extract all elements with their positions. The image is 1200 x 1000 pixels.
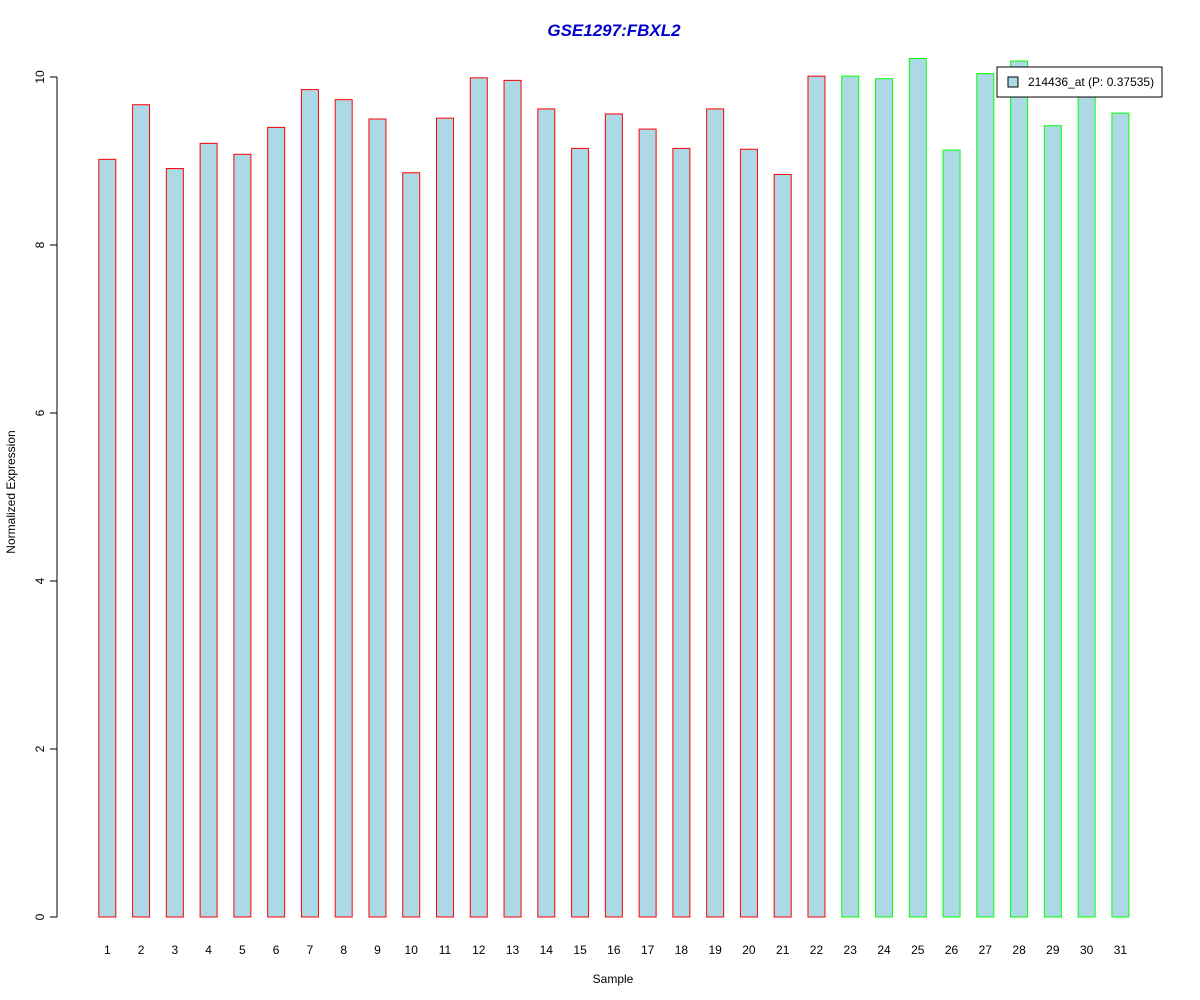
bar-sample-17 [638,128,657,918]
bar-sample-7 [300,89,319,918]
y-tick-label: 0 [33,913,47,920]
x-tick-label: 19 [708,943,722,957]
x-tick-label: 14 [540,943,554,957]
x-tick-label: 5 [239,943,246,957]
x-tick-label: 15 [573,943,587,957]
x-tick-label: 23 [844,943,858,957]
x-tick-label: 26 [945,943,959,957]
bar-sample-11 [436,117,454,918]
x-tick-labels: 1 2 3 4 5 6 7 8 9 10 11 12 13 14 15 16 17 18 19 20 21 22 23 24 2… [104,943,1127,957]
x-tick-label: 1 [104,943,111,957]
y-axis: 0 2 4 6 8 10 [33,70,58,920]
bar-sample-5 [233,153,252,918]
legend-label: 214436_at (P: 0.37535) [1028,75,1154,89]
x-tick-label: 11 [439,943,452,957]
x-tick-label: 31 [1114,943,1128,957]
bar-sample-29 [1043,125,1062,918]
x-tick-label: 27 [979,943,993,957]
legend-swatch [1007,76,1019,88]
bar-sample-28 [1010,60,1029,918]
bar-sample-30 [1077,86,1096,918]
x-tick-label: 10 [405,943,419,957]
x-tick-label: 18 [675,943,689,957]
x-tick-label: 9 [374,943,381,957]
x-tick-label: 17 [641,943,655,957]
chart-title: GSE1297:FBXL2 [547,21,681,40]
y-tick-label: 10 [33,70,47,84]
bar-sample-20 [739,148,758,918]
bar-sample-1 [98,158,117,918]
bar-sample-26 [942,149,961,918]
bar-sample-10 [402,172,421,918]
bar-sample-25 [908,58,927,918]
bar-sample-27 [976,73,995,918]
bar-sample-18 [672,147,691,918]
bar-sample-3 [165,168,184,918]
y-tick-label: 6 [33,409,47,416]
bar-sample-13 [503,79,522,918]
x-tick-label: 25 [911,943,925,957]
x-axis-title: Sample [593,972,634,986]
bar-sample-4 [199,142,218,918]
bar-sample-22 [807,75,826,918]
bar-sample-8 [334,99,353,918]
x-tick-label: 8 [340,943,347,957]
legend-box [996,66,1163,98]
x-tick-label: 16 [607,943,621,957]
x-tick-label: 2 [138,943,145,957]
legend: 214436_at (P: 0.37535) [996,66,1163,98]
x-tick-label: 13 [506,943,520,957]
bar-sample-15 [571,147,590,918]
x-tick-label: 12 [472,943,486,957]
y-tick-label: 4 [33,577,47,584]
x-tick-label: 7 [307,943,314,957]
bar-sample-24 [875,78,894,918]
bar-sample-23 [841,75,860,918]
bar-sample-21 [773,173,792,918]
bar-sample-6 [267,126,286,918]
x-tick-label: 20 [742,943,756,957]
x-tick-label: 30 [1080,943,1094,957]
x-tick-label: 4 [205,943,212,957]
bar-sample-14 [537,108,556,918]
bar-sample-12 [469,77,488,918]
y-axis-title: Normalized Expression [4,430,18,553]
bars-group [98,58,1130,918]
y-tick-label: 8 [33,241,47,248]
bar-sample-9 [368,118,387,918]
y-tick-label: 2 [33,745,47,752]
bar-sample-19 [706,108,725,918]
x-tick-label: 28 [1012,943,1026,957]
x-tick-label: 29 [1046,943,1060,957]
x-tick-label: 22 [810,943,824,957]
x-tick-label: 21 [776,943,790,957]
x-tick-label: 3 [171,943,178,957]
x-tick-label: 6 [273,943,280,957]
bar-sample-31 [1111,112,1130,918]
bar-sample-16 [604,113,623,918]
bar-sample-2 [132,104,151,918]
x-tick-label: 24 [877,943,891,957]
